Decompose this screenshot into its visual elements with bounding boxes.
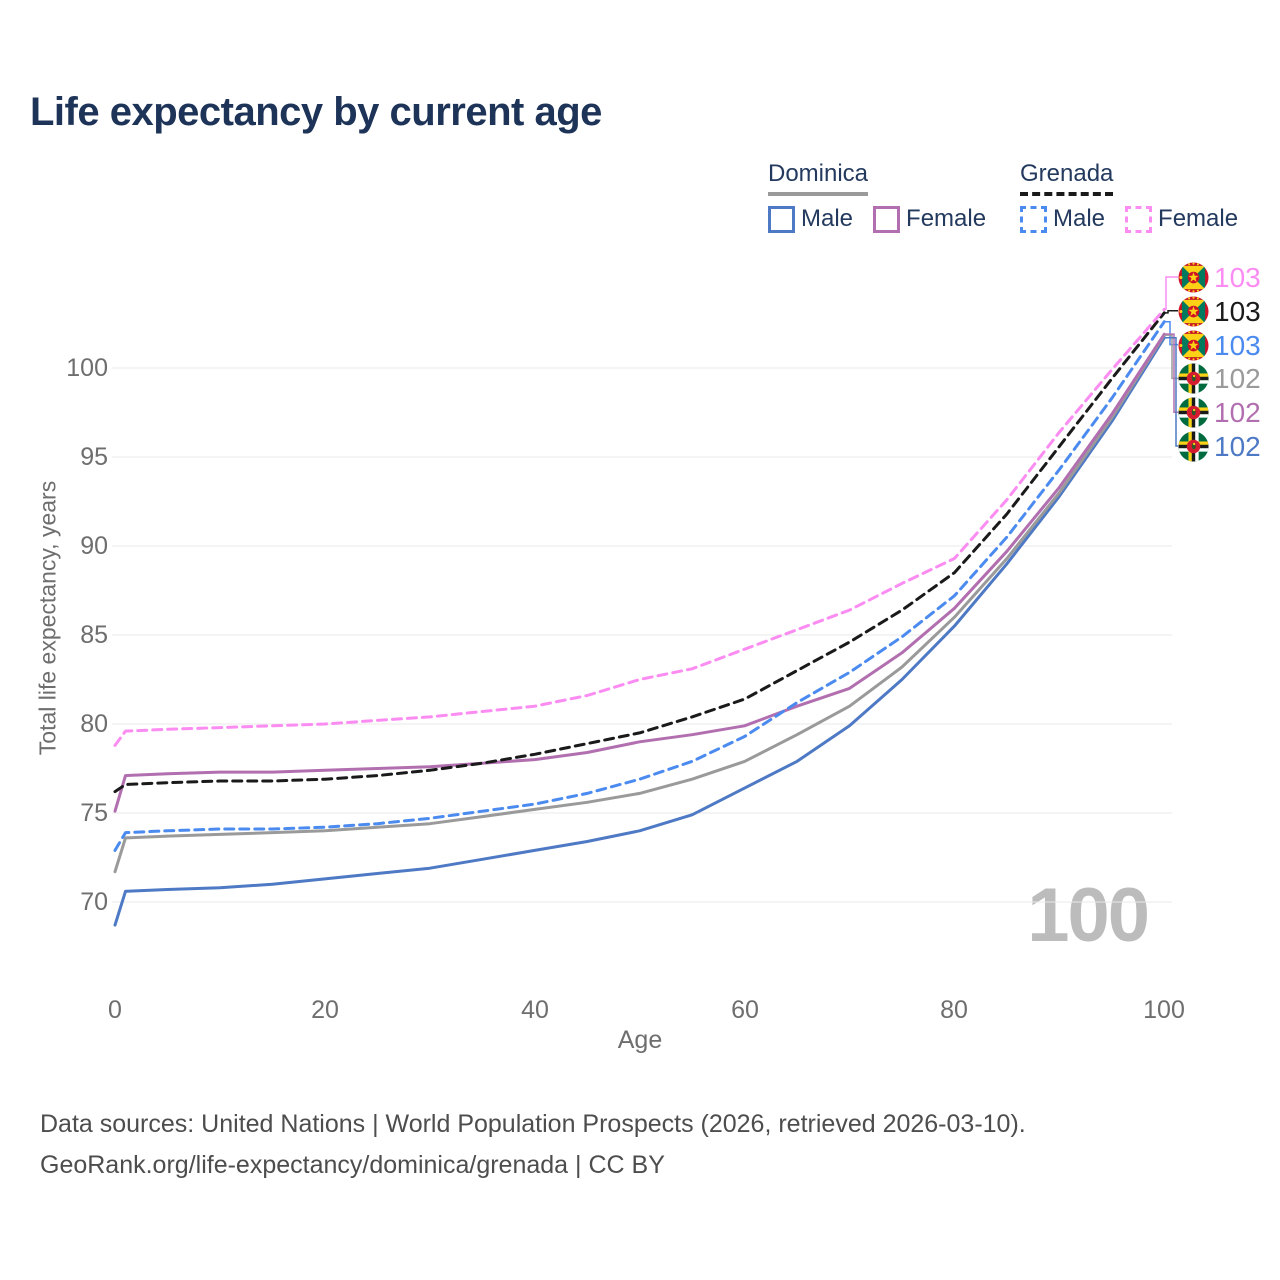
end-label-grenada-male: 103	[1178, 328, 1261, 362]
legend-group-dominica: Dominica Male Female	[768, 160, 1006, 233]
y-tick-label: 90	[80, 532, 108, 560]
end-label-grenada-female: 103	[1178, 260, 1261, 294]
y-axis-title: Total life expectancy, years	[34, 480, 61, 756]
legend-item-dominica-female[interactable]: Female	[873, 205, 986, 233]
legend-group-grenada: Grenada Male Female	[1020, 160, 1258, 233]
legend-item-grenada-female[interactable]: Female	[1125, 205, 1238, 233]
series-line-dominica-total	[113, 333, 1166, 874]
x-tick-label: 20	[311, 996, 339, 1024]
dominica-male-swatch-icon	[768, 205, 795, 233]
y-tick-label: 95	[80, 443, 108, 471]
series-line-dominica-female	[113, 332, 1166, 813]
x-tick-label: 80	[940, 996, 968, 1024]
dominica-flag-icon	[1178, 431, 1209, 462]
legend-header-grenada: Grenada	[1020, 160, 1114, 196]
y-tick-label: 80	[80, 710, 108, 738]
legend-item-label: Female	[1158, 205, 1239, 232]
legend-item-dominica-male[interactable]: Male	[768, 205, 853, 233]
series-lines	[113, 307, 1166, 927]
series-line-grenada-total	[113, 311, 1166, 794]
y-tick-label: 75	[80, 799, 108, 827]
x-tick-label: 100	[1143, 996, 1185, 1024]
end-label-connectors	[1164, 276, 1178, 447]
series-line-dominica-male	[113, 336, 1166, 927]
legend-item-label: Female	[906, 205, 987, 232]
gridlines	[112, 367, 1172, 903]
source-url-link[interactable]: GeoRank.org/life-expectancy/dominica/gre…	[40, 1151, 665, 1179]
page-title: Life expectancy by current age	[30, 90, 602, 134]
y-tick-label: 70	[80, 888, 108, 916]
x-tick-label: 60	[731, 996, 759, 1024]
grenada-female-swatch-icon	[1125, 205, 1153, 233]
end-value: 102	[1214, 396, 1261, 428]
connector-dominica-male	[1164, 336, 1178, 447]
end-value: 103	[1214, 329, 1261, 361]
grenada-male-swatch-icon	[1020, 205, 1047, 233]
end-label-grenada-total: 103	[1178, 294, 1261, 328]
series-line-grenada-male	[113, 320, 1166, 852]
legend-item-grenada-male[interactable]: Male	[1020, 205, 1105, 233]
dominica-flag-icon	[1178, 363, 1209, 394]
grenada-flag-icon	[1178, 330, 1209, 361]
end-value: 103	[1214, 295, 1261, 327]
connector-dominica-total	[1164, 334, 1178, 380]
legend-item-label: Male	[1053, 205, 1106, 232]
data-sources-note: Data sources: United Nations | World Pop…	[40, 1110, 1026, 1138]
connector-grenada-female	[1164, 276, 1178, 311]
grenada-flag-icon	[1178, 296, 1209, 327]
age-watermark: 100	[1027, 873, 1150, 958]
x-tick-label: 0	[108, 996, 122, 1024]
connector-grenada-total	[1164, 310, 1178, 314]
dominica-flag-icon	[1178, 397, 1209, 428]
x-axis-title: Age	[617, 1026, 663, 1054]
end-label-dominica-female: 102	[1178, 395, 1261, 429]
dominica-female-swatch-icon	[873, 205, 901, 233]
end-value: 102	[1214, 430, 1261, 462]
end-label-dominica-total: 102	[1178, 361, 1261, 395]
end-value: 102	[1214, 362, 1261, 394]
end-value: 103	[1214, 261, 1261, 293]
series-line-grenada-female	[113, 307, 1166, 747]
grenada-flag-icon	[1178, 262, 1209, 293]
legend-header-dominica: Dominica	[768, 160, 869, 196]
end-label-dominica-male: 102	[1178, 429, 1261, 463]
x-tick-label: 40	[521, 996, 549, 1024]
legend-item-label: Male	[801, 205, 854, 232]
y-tick-label: 85	[80, 621, 108, 649]
y-tick-label: 100	[66, 354, 108, 382]
